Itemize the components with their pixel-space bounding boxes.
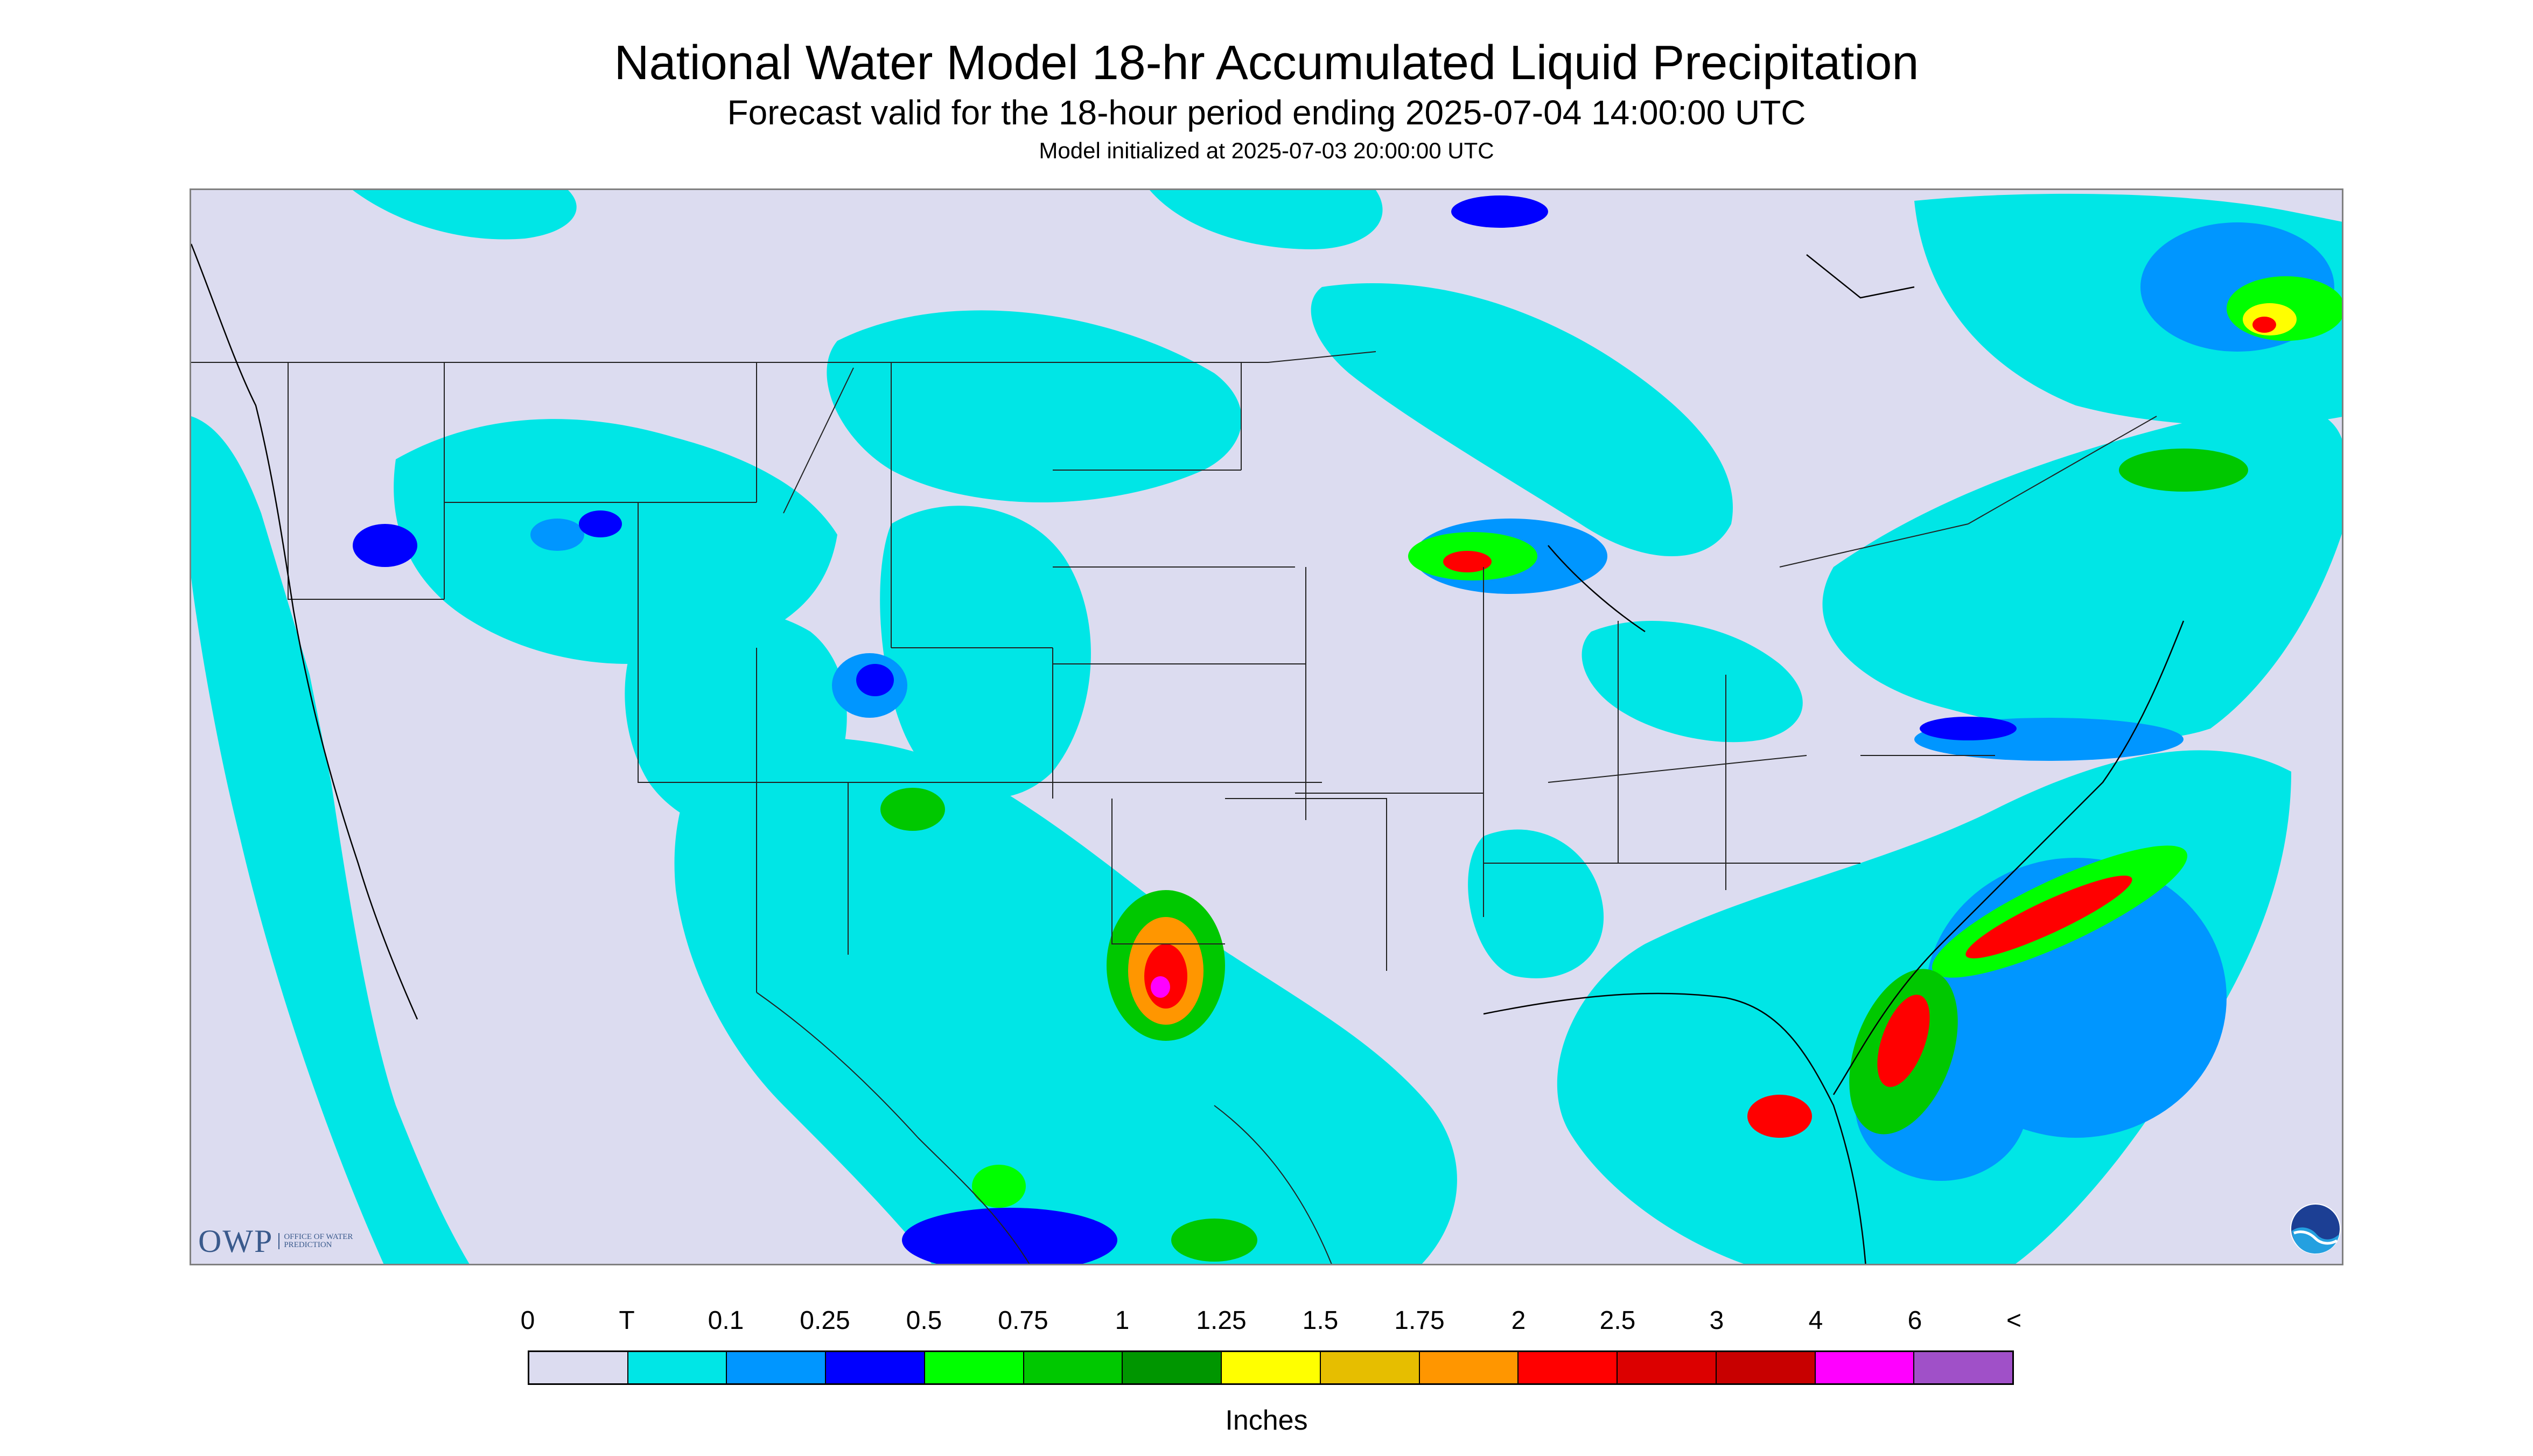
map-subtitle: Forecast valid for the 18-hour period en… (727, 93, 1806, 132)
owp-logo-subtext: OFFICE OF WATER PREDICTION (278, 1233, 354, 1249)
legend-swatch (628, 1352, 727, 1383)
legend-swatch (727, 1352, 827, 1383)
legend-tick-label: 1.5 (1302, 1306, 1339, 1335)
legend-tick-label: 0.1 (708, 1306, 744, 1335)
outside-domain-west (191, 190, 475, 1264)
legend-tick-label: 3 (1709, 1306, 1724, 1335)
legend-swatch (1716, 1352, 1816, 1383)
legend-swatch (1024, 1352, 1123, 1383)
legend-tick-label: 1.75 (1394, 1306, 1445, 1335)
legend-tick-label: 1 (1115, 1306, 1130, 1335)
legend-swatch (1815, 1352, 1915, 1383)
model-init-line: Model initialized at 2025-07-03 20:00:00… (1039, 138, 1494, 163)
legend-swatch (925, 1352, 1024, 1383)
legend-swatch (1519, 1352, 1618, 1383)
legend-tick-label: 2.5 (1599, 1306, 1636, 1335)
map-canvas (191, 190, 2342, 1264)
legend-tick-label: < (2006, 1306, 2022, 1335)
legend-swatch (529, 1352, 628, 1383)
legend-color-bar (528, 1350, 2014, 1385)
coastlines (191, 243, 2185, 1264)
legend-tick-label: 2 (1511, 1306, 1526, 1335)
legend-tick-label: 0.5 (906, 1306, 942, 1335)
legend-swatch (1914, 1352, 2013, 1383)
legend-tick-label: 1.25 (1196, 1306, 1247, 1335)
precipitation-map[interactable] (190, 188, 2343, 1265)
legend-tick-label: 4 (1808, 1306, 1823, 1335)
map-title: National Water Model 18-hr Accumulated L… (614, 36, 1919, 90)
legend-units: Inches (1225, 1405, 1308, 1436)
legend-tick-label: 0.25 (800, 1306, 850, 1335)
legend-swatch (1222, 1352, 1321, 1383)
boundary-lines (191, 351, 2157, 1264)
legend-swatch (1123, 1352, 1222, 1383)
legend-swatch (1618, 1352, 1717, 1383)
legend-tick-label: 0.75 (998, 1306, 1048, 1335)
noaa-logo-icon (2290, 1203, 2341, 1254)
outside-domain-east (2013, 535, 2342, 1264)
owp-logo-text: OWP (198, 1223, 274, 1259)
legend-tick-label: T (619, 1306, 635, 1335)
legend-tick-labels: 0 T 0.1 0.25 0.5 0.75 1 1.25 1.5 1.75 2 2.5 3 4 6 < (521, 1306, 2021, 1338)
owp-logo: OWP OFFICE OF WATER PREDICTION (198, 1222, 354, 1260)
legend-swatch (1419, 1352, 1519, 1383)
legend-swatch (826, 1352, 925, 1383)
legend-tick-label: 6 (1907, 1306, 1922, 1335)
legend-tick-label: 0 (520, 1306, 535, 1335)
legend-swatch (1320, 1352, 1420, 1383)
